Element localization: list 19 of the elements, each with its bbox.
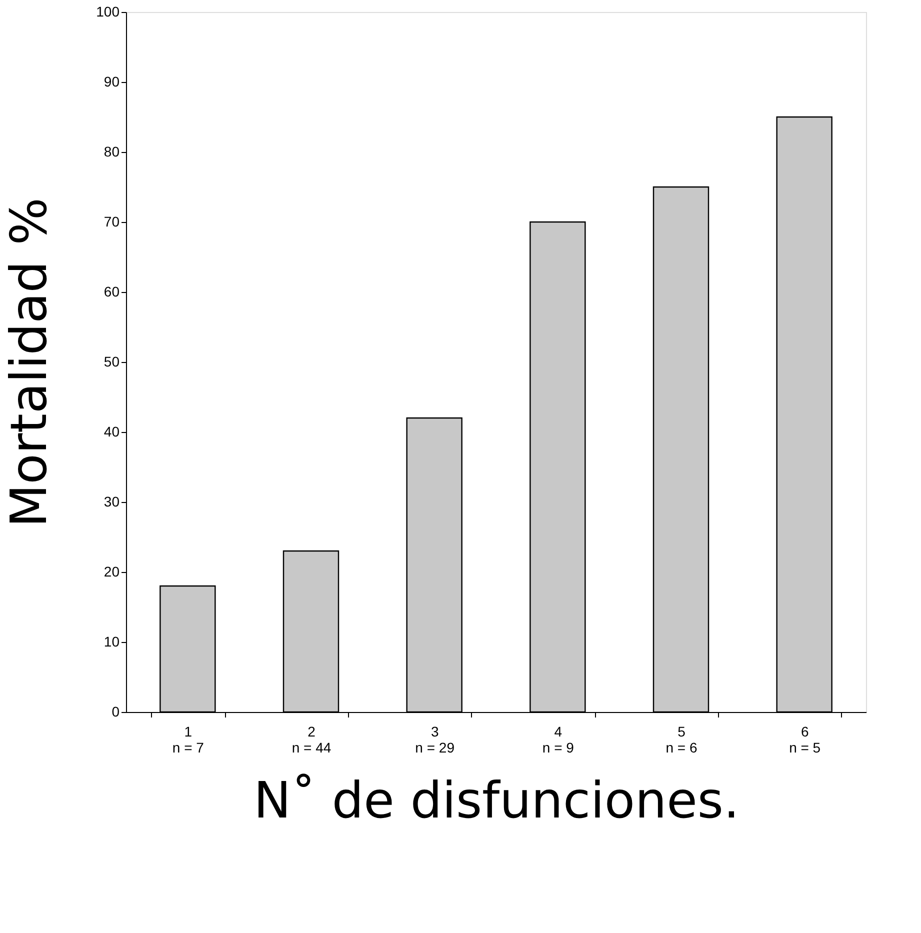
- y-tick-label: 50: [104, 354, 120, 370]
- y-tick-label: 80: [104, 144, 120, 160]
- y-tick-label: 40: [104, 424, 120, 440]
- y-tick-label: 60: [104, 284, 120, 300]
- y-tick-label: 90: [104, 74, 120, 90]
- x-tick-label: 5 n = 6: [666, 724, 698, 756]
- y-tick-label: 30: [104, 494, 120, 510]
- x-tick-label: 4 n = 9: [542, 724, 574, 756]
- y-tick-label: 70: [104, 214, 120, 230]
- y-tick-label: 10: [104, 634, 120, 650]
- x-tick-label: 1 n = 7: [172, 724, 204, 756]
- x-tick-label: 6 n = 5: [789, 724, 821, 756]
- x-tick-label: 3 n = 29: [415, 724, 455, 756]
- x-axis-title: N˚ de disfunciones.: [254, 772, 740, 830]
- y-axis-title: Mortalidad %: [0, 198, 58, 528]
- x-tick-label: 2 n = 44: [292, 724, 332, 756]
- y-tick-label: 0: [112, 704, 120, 720]
- y-tick-label: 100: [96, 4, 120, 20]
- y-tick-label: 20: [104, 564, 120, 580]
